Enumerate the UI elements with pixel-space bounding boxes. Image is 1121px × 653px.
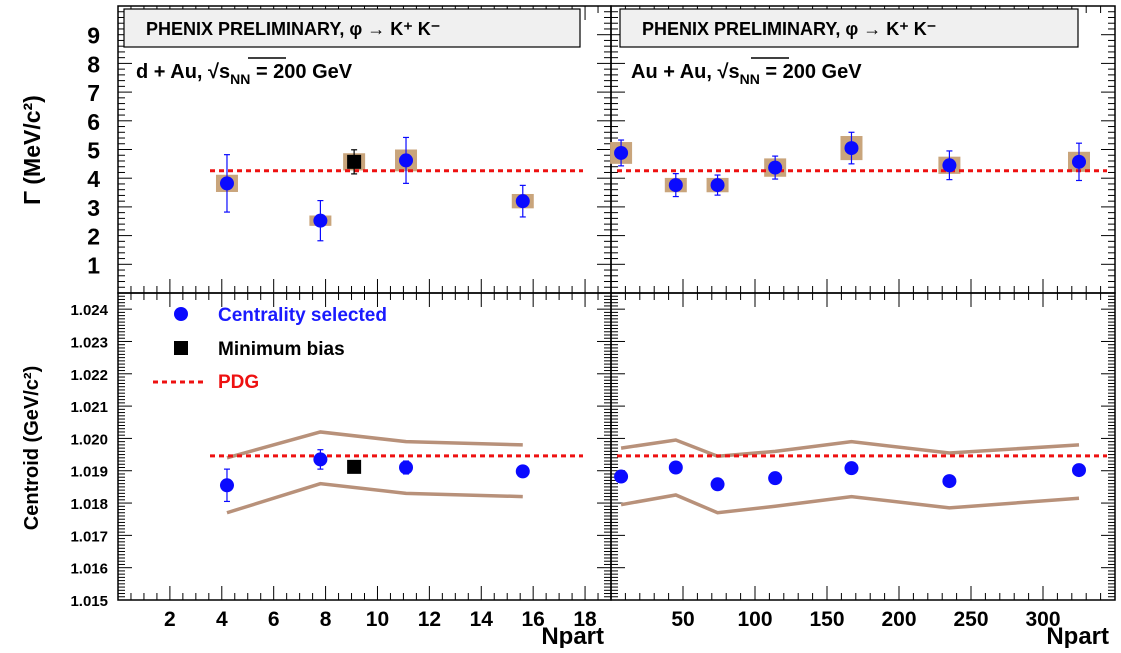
banner-left-text: PHENIX PRELIMINARY, φ → K⁺ K⁻ [146, 19, 440, 39]
data-marks [210, 131, 1107, 515]
y-axis-title-top: Γ (MeV/c²) [19, 95, 45, 205]
legend-marker-minbias [174, 341, 188, 355]
x-axis-title-left: Npart [541, 623, 604, 648]
systematic-band-upper [620, 438, 1080, 458]
y-tick-label: 1.022 [70, 367, 108, 384]
y-tick-label: 1 [87, 252, 100, 278]
system-right-suffix: = 200 GeV [760, 61, 862, 83]
y-tick-label: 1.016 [70, 561, 108, 578]
centrality-point [614, 145, 629, 160]
x-tick-label: 100 [737, 608, 772, 631]
x-tick-label: 200 [881, 608, 916, 631]
centrality-point [1072, 154, 1086, 169]
x-tick-label: 14 [470, 608, 494, 631]
panel-frame [610, 5, 1116, 294]
y-tick-label: 5 [87, 138, 100, 164]
centrality-point [219, 478, 234, 493]
y-tick-label: 9 [87, 23, 100, 49]
y-tick-label: 1.019 [70, 464, 108, 481]
s-symbol: s [219, 61, 230, 83]
legend: Centrality selected Minimum bias PDG [153, 305, 387, 393]
s-subscript: NN [740, 71, 760, 87]
y-tick-label: 1.018 [70, 496, 108, 513]
banner-right-text: PHENIX PRELIMINARY, φ → K⁺ K⁻ [642, 19, 936, 39]
system-label-left: d + Au, √sNN = 200 GeV [136, 57, 353, 87]
systematic-band-upper [226, 430, 523, 460]
centrality-point [313, 452, 328, 467]
panel-frame [610, 292, 1116, 601]
y-tick-label: 1.015 [70, 593, 108, 610]
legend-label-centrality: Centrality selected [218, 305, 387, 326]
panel-frame [117, 5, 612, 294]
s-symbol: s [728, 61, 739, 83]
centrality-point [614, 469, 629, 484]
x-tick-label: 50 [671, 608, 694, 631]
centrality-point [710, 178, 725, 193]
centrality-point [844, 141, 859, 156]
y-tick-label: 1.020 [70, 431, 108, 448]
y-tick-label: 6 [87, 109, 100, 135]
y-tick-label: 2 [87, 224, 100, 250]
x-tick-label: 2 [164, 608, 176, 631]
y-tick-label: 1.017 [70, 528, 108, 545]
min-bias-point [347, 154, 362, 169]
systematic-band-lower [226, 481, 523, 515]
sqrt-symbol: √ [717, 61, 729, 83]
centrality-point [844, 461, 859, 476]
centrality-point [219, 176, 234, 191]
y-tick-label: 4 [87, 166, 100, 192]
banner-right-box [619, 8, 1079, 48]
x-tick-label: 18 [573, 608, 597, 631]
systematic-band-lower [620, 493, 1080, 515]
y-axis-title-bottom: Centroid (GeV/c²) [21, 366, 43, 530]
x-axis-title-right: Npart [1046, 623, 1109, 648]
y-tick-label: 1.023 [70, 334, 108, 351]
legend-marker-centrality [174, 307, 188, 321]
x-tick-label: 16 [521, 608, 544, 631]
legend-label-minbias: Minimum bias [218, 339, 345, 360]
min-bias-point [347, 459, 362, 474]
x-tick-label: 300 [1025, 608, 1060, 631]
x-tick-label: 150 [809, 608, 844, 631]
x-tick-label: 4 [216, 608, 228, 631]
y-tick-label: 8 [87, 51, 100, 77]
y-tick-label: 1.021 [70, 399, 108, 416]
x-tick-label: 6 [268, 608, 280, 631]
centrality-point [942, 474, 957, 489]
system-left-prefix: d + Au, [136, 61, 208, 83]
centrality-point [1072, 463, 1086, 478]
x-tick-label: 250 [953, 608, 988, 631]
x-tick-label: 8 [320, 608, 332, 631]
centrality-point [942, 158, 957, 173]
centrality-point [399, 153, 414, 168]
centrality-point [768, 471, 783, 486]
panel-frame [117, 292, 612, 601]
x-tick-label: 12 [418, 608, 441, 631]
system-left-suffix: = 200 GeV [250, 61, 352, 83]
s-subscript: NN [230, 71, 250, 87]
y-tick-label: 7 [87, 80, 100, 106]
sqrt-symbol: √ [208, 61, 220, 83]
y-tick-label: 3 [87, 195, 100, 221]
centrality-point [515, 464, 530, 479]
system-label-right: Au + Au, √sNN = 200 GeV [631, 57, 862, 87]
centrality-point [399, 460, 414, 475]
system-right-prefix: Au + Au, [631, 61, 717, 83]
centrality-point [710, 477, 725, 492]
centrality-point [313, 213, 328, 228]
centrality-point [668, 460, 683, 475]
svg-text:Au + Au, √sNN = 200 GeV: Au + Au, √sNN = 200 GeV [631, 61, 862, 87]
x-tick-label: 10 [366, 608, 389, 631]
banner-left-box [123, 8, 581, 48]
y-tick-label: 1.024 [70, 302, 108, 319]
centrality-point [768, 160, 783, 175]
legend-label-pdg: PDG [218, 372, 259, 393]
centrality-point [668, 178, 683, 193]
svg-text:d + Au, √sNN = 200 GeV: d + Au, √sNN = 200 GeV [136, 61, 353, 87]
centrality-point [515, 194, 530, 209]
